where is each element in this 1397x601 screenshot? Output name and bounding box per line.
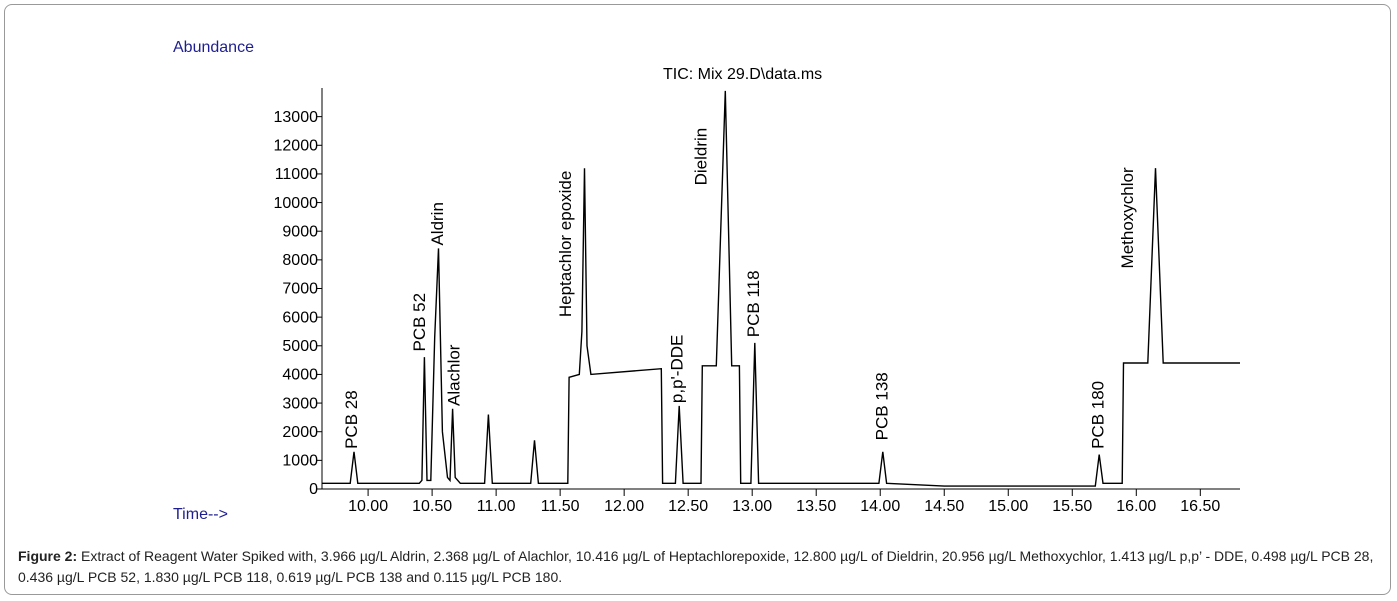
x-tick-label: 10.00 [348,498,388,515]
y-tick-label: 9000 [282,223,318,240]
y-tick-label: 8000 [282,252,318,269]
peak-label: Methoxychlor [1118,167,1137,268]
x-tick-label: 14.50 [924,498,964,515]
y-axis-title: Abundance [173,39,254,56]
chart: Abundance Time--> TIC: Mix 29.D\data.ms … [173,39,1240,523]
y-tick-label: 2000 [282,424,318,441]
peak-label: PCB 138 [872,372,891,440]
x-tick-label: 11.50 [541,498,580,515]
x-tick-label: 12.50 [668,498,708,515]
x-tick-label: 13.00 [732,498,772,515]
caption-label: Figure 2: [18,548,78,564]
x-tick-label: 10.50 [412,498,452,515]
peak-label: Alachlor [445,344,464,406]
trace [322,90,1240,487]
caption-text: Extract of Reagent Water Spiked with, 3.… [18,548,1374,585]
x-tick-label: 12.00 [604,498,644,515]
y-tick-label: 3000 [282,395,318,412]
peak-label: p,p'-DDE [667,335,686,403]
caption: Figure 2: Extract of Reagent Water Spike… [18,546,1383,588]
y-tick-label: 10000 [274,195,319,212]
x-tick-label: 16.50 [1180,498,1220,515]
x-axis-title: Time--> [173,506,228,523]
y-tick-label: 1000 [282,453,318,470]
peak-label: PCB 28 [342,390,361,449]
y-tick-label: 4000 [282,367,318,384]
x-tick-label: 13.50 [796,498,836,515]
peak-label: PCB 52 [410,293,429,352]
y-tick-label: 7000 [282,281,318,298]
annotation: TIC: Mix 29.D\data.ms [663,66,822,83]
peak-label: Aldrin [428,202,447,245]
y-tick-label: 12000 [274,138,319,155]
x-tick-label: 15.50 [1052,498,1092,515]
peak-label: Dieldrin [692,128,711,186]
y-tick-label: 11000 [275,166,318,183]
peak-label: PCB 118 [744,270,763,337]
peak-label: Heptachlor epoxide [556,171,575,317]
peak-label: PCB 180 [1089,381,1108,449]
x-tick-label: 16.00 [1116,498,1156,515]
y-tick-label: 6000 [282,309,318,326]
y-tick-label: 13000 [274,109,319,126]
y-tick-label: 0 [309,481,318,498]
x-tick-label: 11.00 [477,498,516,515]
x-tick-label: 15.00 [988,498,1028,515]
frame [4,4,1391,595]
x-tick-label: 14.00 [860,498,900,515]
y-tick-label: 5000 [282,338,318,355]
